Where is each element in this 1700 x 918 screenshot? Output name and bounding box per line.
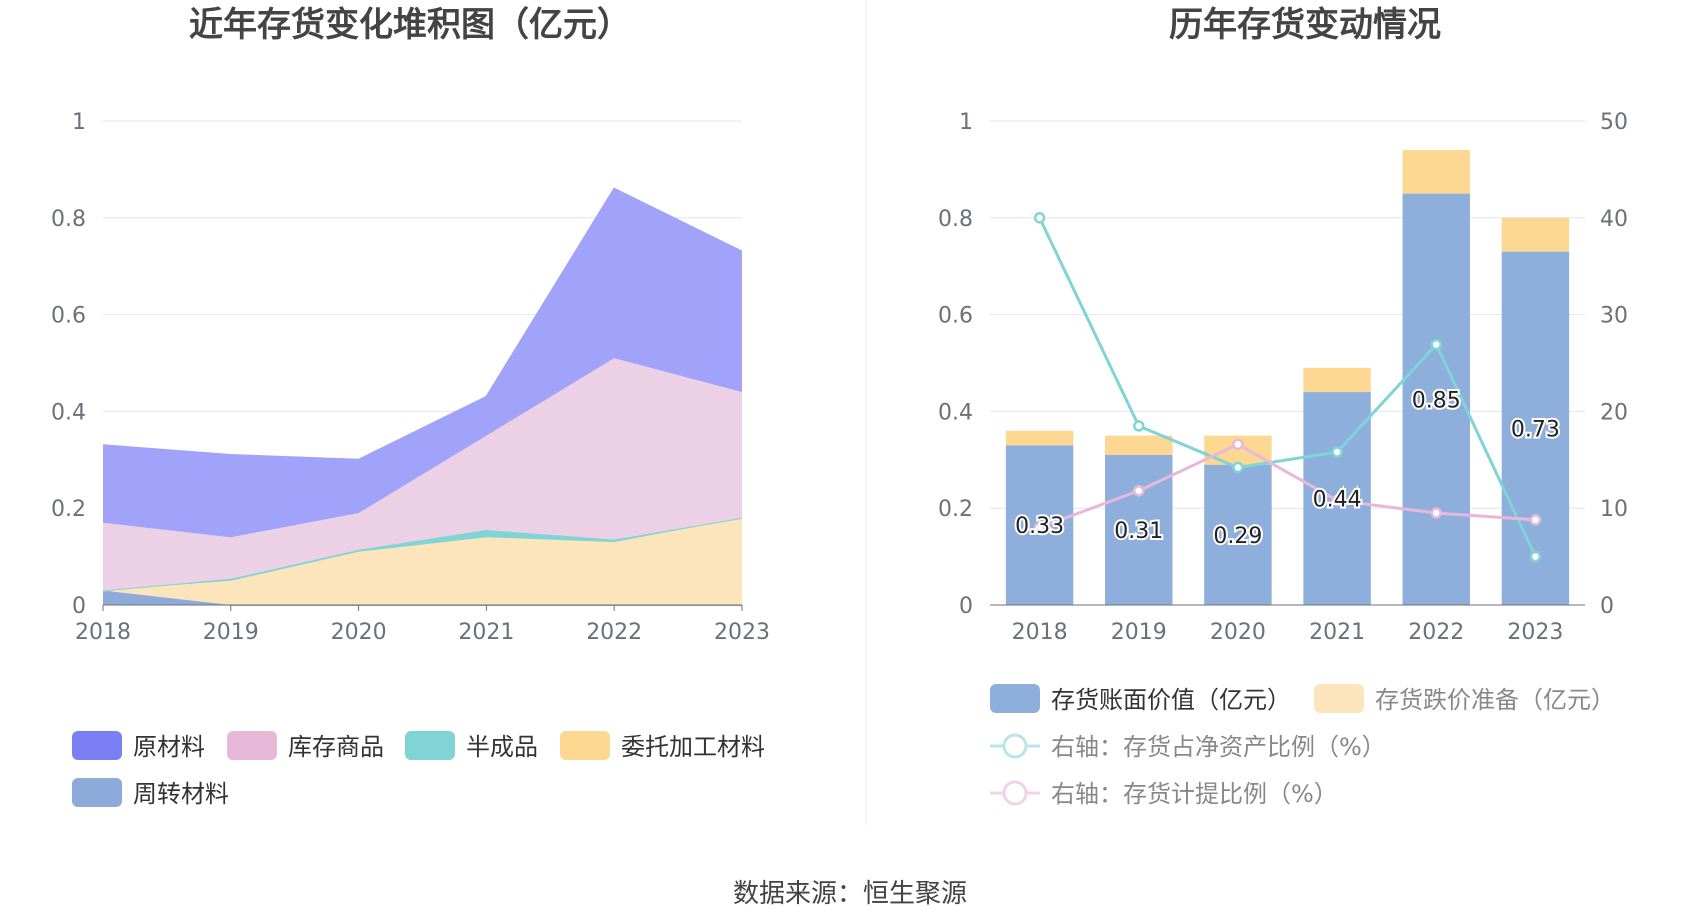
chart2-x-tick-label: 2023 bbox=[1507, 620, 1563, 645]
chart1-legend-swatch[interactable] bbox=[72, 731, 122, 760]
chart2-x-tick-label: 2018 bbox=[1012, 620, 1068, 645]
chart2-x-tick-label: 2022 bbox=[1408, 620, 1464, 645]
chart1-legend-label[interactable]: 周转材料 bbox=[133, 780, 229, 808]
chart1-x-tick-label: 2023 bbox=[714, 620, 770, 645]
chart2-line-provision-ratio bbox=[1039, 442, 1536, 529]
chart1-legend-swatch[interactable] bbox=[72, 778, 122, 807]
chart1-area-5 bbox=[103, 188, 742, 538]
chart2-legend-label[interactable]: 右轴：存货占净资产比例（%） bbox=[1051, 733, 1386, 761]
chart1-x-tick-label: 2019 bbox=[203, 620, 259, 645]
chart1-y-tick-label: 0.4 bbox=[51, 400, 86, 425]
chart1-area-edge-5 bbox=[102, 187, 743, 461]
chart2-line-point bbox=[1331, 446, 1343, 458]
chart2-line-point bbox=[1133, 485, 1145, 497]
chart2-y2-tick-label: 30 bbox=[1600, 304, 1628, 329]
chart2-bar-book-value bbox=[1402, 193, 1470, 605]
chart2-title: 历年存货变动情况 bbox=[1169, 5, 1441, 45]
chart2-y2-tick-label: 50 bbox=[1600, 110, 1628, 135]
chart2-y-tick-label: 0.4 bbox=[938, 400, 973, 425]
chart1-title: 近年存货变化堆积图（亿元） bbox=[189, 5, 631, 45]
chart1-x-tick-label: 2018 bbox=[75, 620, 131, 645]
chart2-y2-tick-label: 0 bbox=[1600, 594, 1614, 619]
chart2-line-point bbox=[1232, 461, 1244, 474]
chart2-bar-impairment bbox=[1501, 217, 1570, 252]
chart2-y2-tick-label: 20 bbox=[1600, 400, 1628, 425]
chart1-x-tick-label: 2021 bbox=[458, 620, 514, 645]
chart2-bar-impairment bbox=[1303, 367, 1371, 393]
chart2-legend[interactable]: 存货账面价值（亿元） 存货跌价准备（亿元） 右轴：存货占净资产比例（%） 右轴：存货计… bbox=[990, 684, 1615, 808]
chart2-bar-value-label: 0.85 bbox=[1412, 388, 1461, 413]
chart2-grid bbox=[990, 120, 1585, 509]
chart2-bar-value-label: 0.33 bbox=[1015, 514, 1064, 539]
data-source-note: 数据来源：恒生聚源 bbox=[733, 879, 967, 909]
chart1-y-tick-label: 0.8 bbox=[51, 207, 86, 232]
chart2-line-point bbox=[1430, 507, 1442, 519]
chart2-line-point bbox=[1430, 338, 1442, 351]
chart2-line-point bbox=[1232, 438, 1244, 451]
chart2-legend-swatch[interactable] bbox=[1314, 684, 1364, 713]
chart2-x-tick-label: 2020 bbox=[1210, 620, 1266, 645]
chart2-line-net-asset-ratio bbox=[1038, 217, 1537, 558]
chart2-line-point bbox=[1331, 494, 1343, 507]
chart1-area-2 bbox=[103, 517, 742, 605]
chart2-bar-book-value bbox=[1501, 251, 1570, 605]
chart2-x-tick-label: 2019 bbox=[1111, 620, 1167, 645]
chart1-area-edge-4 bbox=[102, 357, 743, 539]
chart2-bar-impairment bbox=[1105, 435, 1173, 455]
chart2-legend-circle-icon[interactable] bbox=[1002, 733, 1028, 759]
chart1-y-tick-label: 0.2 bbox=[51, 497, 86, 522]
chart2-line-point bbox=[1133, 420, 1145, 432]
inventory-change-bar-chart: 历年存货变动情况 0.33 0.31 0.29 0.44 0.85 0.73 0 0.2 0.… bbox=[938, 5, 1628, 808]
chart2-y2-tick-label: 10 bbox=[1600, 497, 1628, 522]
inventory-stack-area-chart: 近年存货变化堆积图（亿元） 0 0.2 0.4 0.6 0.8 1 2018 2019 2020… bbox=[51, 5, 770, 808]
chart2-bar-impairment bbox=[1005, 430, 1074, 446]
chart2-line-point bbox=[1033, 212, 1046, 224]
chart2-bar-value-label: 0.73 bbox=[1511, 417, 1560, 442]
chart2-y-tick-label: 0.2 bbox=[938, 497, 973, 522]
chart2-bar-value-label: 0.31 bbox=[1114, 519, 1163, 544]
chart2-legend-label[interactable]: 右轴：存货计提比例（%） bbox=[1051, 780, 1338, 808]
chart2-legend-label[interactable]: 存货跌价准备（亿元） bbox=[1375, 686, 1615, 714]
chart2-y2-tick-label: 40 bbox=[1600, 207, 1628, 232]
chart2-lines bbox=[1033, 212, 1542, 563]
chart2-bar-impairment bbox=[1402, 150, 1470, 194]
chart2-bar-value-label: 0.44 bbox=[1313, 488, 1362, 513]
chart2-line-point bbox=[1529, 550, 1542, 563]
chart2-bar-value-label: 0.29 bbox=[1213, 524, 1262, 549]
chart1-legend-label[interactable]: 库存商品 bbox=[288, 733, 384, 761]
chart2-y-tick-label: 0.6 bbox=[938, 304, 973, 329]
chart1-legend-swatch[interactable] bbox=[227, 731, 277, 760]
chart2-y-tick-label: 1 bbox=[959, 110, 973, 135]
chart2-legend-swatch[interactable] bbox=[990, 684, 1040, 713]
chart2-line-point bbox=[1529, 514, 1542, 526]
chart2-y-tick-label: 0.8 bbox=[938, 207, 973, 232]
chart1-legend-swatch[interactable] bbox=[405, 731, 455, 760]
chart2-data-labels: 0.33 0.31 0.29 0.44 0.85 0.73 bbox=[1013, 386, 1562, 551]
chart1-y-tick-label: 0 bbox=[72, 594, 86, 619]
chart1-legend-swatch[interactable] bbox=[560, 731, 610, 760]
chart1-axes: 0 0.2 0.4 0.6 0.8 1 2018 2019 2020 2021 2022 2023 bbox=[51, 110, 770, 645]
chart1-legend-label[interactable]: 半成品 bbox=[466, 733, 538, 761]
chart2-bar-book-value bbox=[1204, 464, 1272, 605]
chart1-y-tick-label: 1 bbox=[72, 110, 86, 135]
chart1-legend-label[interactable]: 委托加工材料 bbox=[621, 733, 765, 761]
chart1-area-1 bbox=[103, 590, 742, 605]
chart2-line-point bbox=[1033, 521, 1046, 534]
chart1-x-tick-label: 2020 bbox=[331, 620, 387, 645]
chart2-legend-circle-icon[interactable] bbox=[1002, 780, 1028, 806]
chart2-y-tick-label: 0 bbox=[959, 594, 973, 619]
chart1-x-tick-label: 2022 bbox=[586, 620, 642, 645]
chart2-x-tick-label: 2021 bbox=[1309, 620, 1365, 645]
chart1-y-tick-label: 0.6 bbox=[51, 304, 86, 329]
chart1-areas bbox=[102, 187, 743, 606]
chart1-legend-label[interactable]: 原材料 bbox=[133, 733, 205, 761]
chart2-legend-label[interactable]: 存货账面价值（亿元） bbox=[1051, 686, 1291, 714]
